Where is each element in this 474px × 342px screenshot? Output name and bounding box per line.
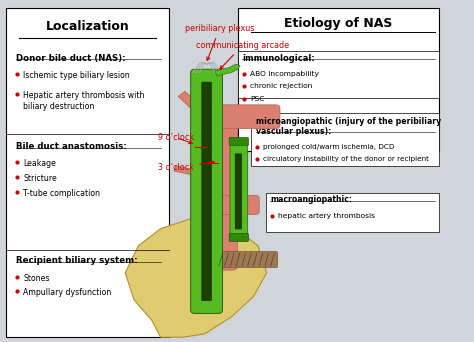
FancyBboxPatch shape <box>229 137 248 146</box>
FancyBboxPatch shape <box>251 113 439 166</box>
Text: macroangiopathic:: macroangiopathic: <box>270 195 352 205</box>
Text: Recipient biliary system:: Recipient biliary system: <box>16 256 137 265</box>
FancyBboxPatch shape <box>191 69 222 314</box>
FancyBboxPatch shape <box>215 195 259 214</box>
Text: Stricture: Stricture <box>24 174 57 183</box>
Text: PSC: PSC <box>250 96 265 102</box>
Text: Donor bile duct (NAS):: Donor bile duct (NAS): <box>16 54 125 63</box>
FancyBboxPatch shape <box>230 142 248 241</box>
Text: 9 o’clock: 9 o’clock <box>158 133 194 144</box>
FancyBboxPatch shape <box>201 82 212 301</box>
FancyBboxPatch shape <box>238 51 439 98</box>
Text: Hepatic artery thrombosis with
biliary destruction: Hepatic artery thrombosis with biliary d… <box>24 91 145 111</box>
Text: 3 o’clock: 3 o’clock <box>158 161 214 172</box>
Text: peribiliary plexus: peribiliary plexus <box>185 24 254 61</box>
Text: vascular plexus):: vascular plexus): <box>255 127 331 136</box>
FancyBboxPatch shape <box>229 234 248 241</box>
FancyBboxPatch shape <box>6 8 169 337</box>
Text: Localization: Localization <box>46 20 129 33</box>
Text: chronic rejection: chronic rejection <box>250 83 313 90</box>
Text: prolonged cold/warm ischemia, DCD: prolonged cold/warm ischemia, DCD <box>263 144 395 150</box>
Polygon shape <box>215 64 240 76</box>
Text: Bile duct anastomosis:: Bile duct anastomosis: <box>16 142 126 151</box>
Text: circulatory instability of the donor or recipient: circulatory instability of the donor or … <box>263 156 429 162</box>
FancyBboxPatch shape <box>202 113 237 270</box>
Polygon shape <box>174 166 209 178</box>
Text: immunological:: immunological: <box>242 54 315 63</box>
Polygon shape <box>178 91 214 122</box>
Text: Ischemic type biliary lesion: Ischemic type biliary lesion <box>24 71 130 80</box>
FancyBboxPatch shape <box>214 105 280 129</box>
FancyBboxPatch shape <box>238 8 439 150</box>
Text: ABO incompability: ABO incompability <box>250 71 319 77</box>
Polygon shape <box>125 219 267 337</box>
Text: Leakage: Leakage <box>24 159 56 168</box>
Text: Etiology of NAS: Etiology of NAS <box>284 17 393 30</box>
Text: Ampullary dysfunction: Ampullary dysfunction <box>24 288 112 297</box>
Text: T-tube complication: T-tube complication <box>24 189 100 198</box>
Text: communicating arcade: communicating arcade <box>196 41 289 69</box>
Text: hepatic artery thrombosis: hepatic artery thrombosis <box>278 213 375 220</box>
Text: Stones: Stones <box>24 275 50 284</box>
Text: microangiopathic (injury of the peribiliary: microangiopathic (injury of the peribili… <box>255 117 441 127</box>
FancyBboxPatch shape <box>235 153 242 229</box>
FancyBboxPatch shape <box>266 193 439 232</box>
FancyBboxPatch shape <box>216 251 278 268</box>
